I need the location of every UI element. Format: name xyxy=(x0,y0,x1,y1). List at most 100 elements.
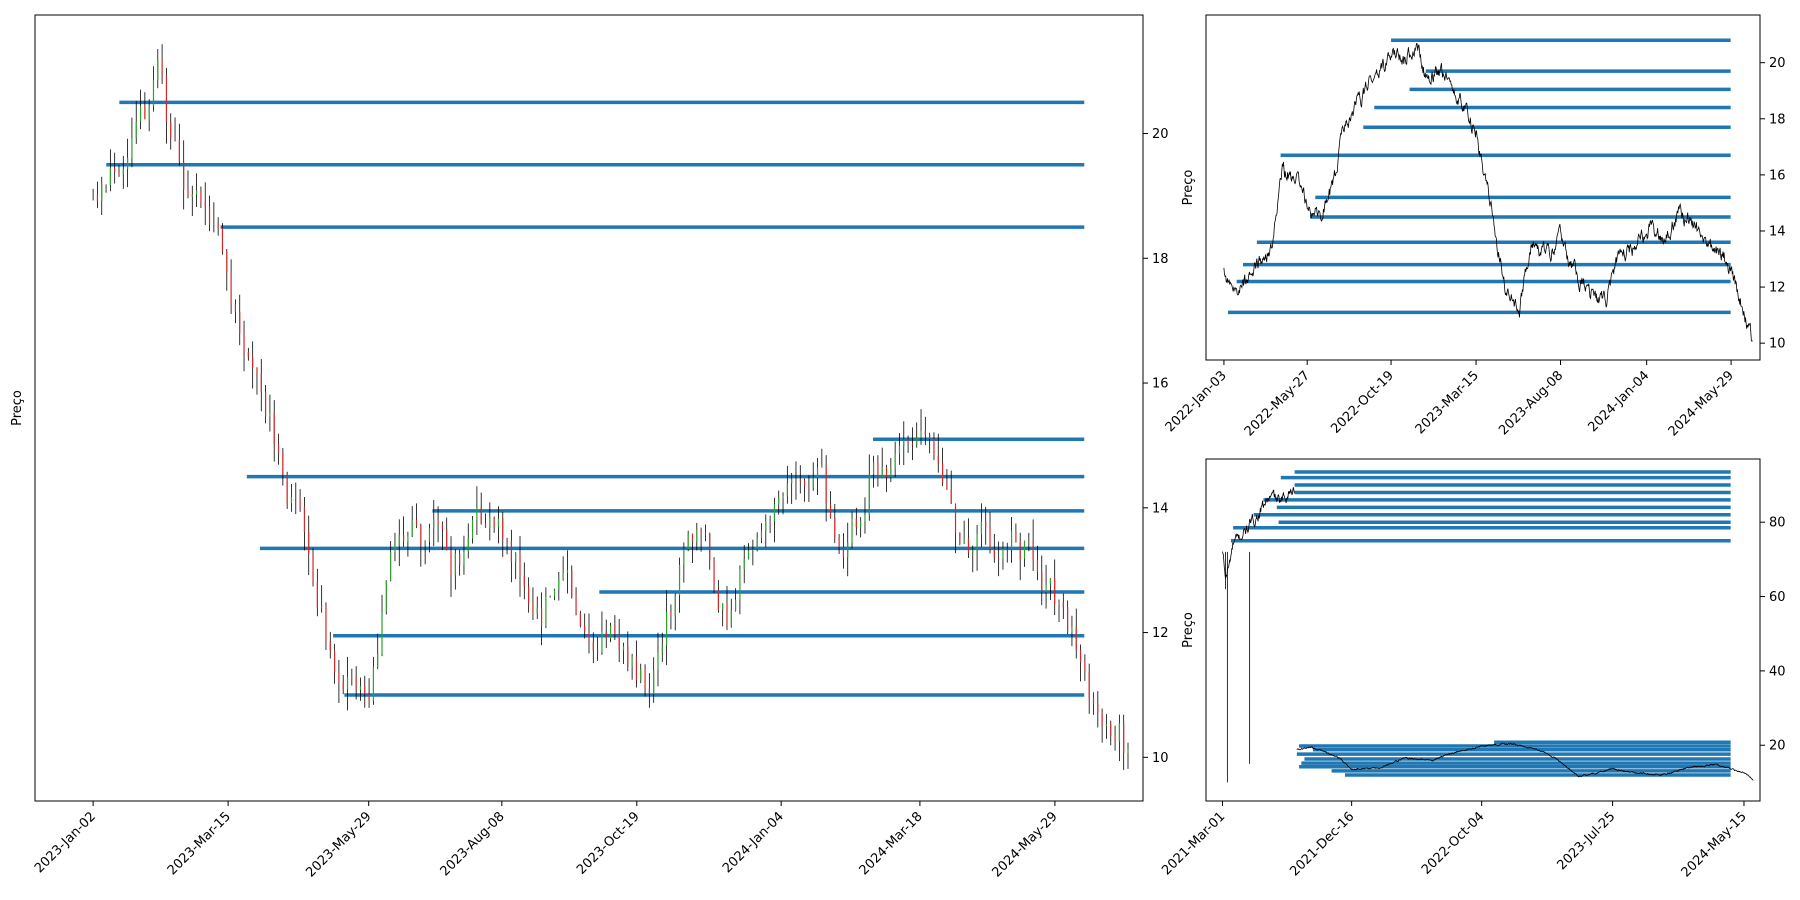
candle-body-191 xyxy=(916,437,918,445)
candle-body-134 xyxy=(670,611,672,617)
candle-body-159 xyxy=(778,497,780,505)
bottom-right-x-tick-label-3: 2023-Jul-25 xyxy=(1554,809,1618,873)
main-y-tick-label-5: 20 xyxy=(1152,127,1169,142)
candle-body-144 xyxy=(713,560,715,591)
candle-body-209 xyxy=(993,549,995,558)
candle-body-77 xyxy=(424,541,426,546)
candle-body-205 xyxy=(976,534,978,551)
candle-body-211 xyxy=(1002,548,1004,559)
candle-body-199 xyxy=(950,489,952,504)
candle-body-228 xyxy=(1075,627,1077,650)
candle-body-237 xyxy=(1114,735,1116,742)
candle-body-167 xyxy=(812,477,814,488)
main-x-tick-label-2: 2023-May-29 xyxy=(303,809,374,880)
candle-body-146 xyxy=(722,603,724,610)
candle-body-130 xyxy=(653,669,655,695)
candle-body-157 xyxy=(769,521,771,523)
candle-body-127 xyxy=(640,669,642,681)
candle-body-239 xyxy=(1123,723,1125,754)
candle-body-13 xyxy=(148,106,150,120)
candle-body-21 xyxy=(183,162,185,190)
top-right-y-tick-label-5: 20 xyxy=(1769,56,1786,71)
candle-body-203 xyxy=(967,538,970,553)
candle-body-42 xyxy=(273,413,275,445)
candle-body-31 xyxy=(226,251,228,273)
candle-body-109 xyxy=(562,572,564,579)
candle-body-15 xyxy=(157,60,159,80)
candle-body-67 xyxy=(381,612,383,655)
candle-body-57 xyxy=(338,672,340,682)
bottom-right-y-tick-label-2: 60 xyxy=(1769,590,1786,605)
candle-body-178 xyxy=(860,521,862,528)
candle-body-10 xyxy=(135,121,137,139)
candle-body-238 xyxy=(1118,723,1120,742)
candle-body-208 xyxy=(989,527,991,550)
candle-body-74 xyxy=(411,520,413,537)
bottom-right-x-tick-label-1: 2021-Dec-16 xyxy=(1287,809,1357,879)
bottom-right-axes-frame xyxy=(1205,458,1761,802)
top-right-x-tick-label-4: 2023-Aug-08 xyxy=(1496,368,1566,438)
candle-body-92 xyxy=(489,517,491,528)
candle-body-188 xyxy=(903,439,905,446)
candle-body-14 xyxy=(152,79,155,107)
candle-body-106 xyxy=(549,596,551,598)
candle-body-27 xyxy=(208,206,211,225)
candle-body-62 xyxy=(359,686,362,690)
top-right-y-tick-label-1: 12 xyxy=(1769,281,1786,296)
bottom-right-x-tick-label-2: 2022-Oct-04 xyxy=(1419,809,1487,877)
candle-body-122 xyxy=(618,634,620,651)
candle-body-89 xyxy=(476,507,478,520)
candle-body-19 xyxy=(174,137,176,140)
top-right-x-tick-label-6: 2024-May-29 xyxy=(1666,368,1737,439)
candle-body-22 xyxy=(187,189,189,197)
bottom-right-y-tick-label-0: 20 xyxy=(1769,739,1786,754)
candle-body-233 xyxy=(1097,703,1099,714)
candle-body-210 xyxy=(998,557,1000,559)
candle-body-23 xyxy=(191,194,193,197)
candle-body-234 xyxy=(1101,713,1103,727)
candle-body-151 xyxy=(743,558,745,570)
candle-body-111 xyxy=(571,570,573,597)
top-right-x-tick-label-1: 2022-May-27 xyxy=(1242,368,1313,439)
candle-body-176 xyxy=(851,518,853,543)
main-y-tick-label-1: 12 xyxy=(1152,626,1169,641)
candle-body-187 xyxy=(898,445,901,454)
candle-body-206 xyxy=(980,521,982,535)
candle-body-82 xyxy=(446,528,448,551)
candle-body-217 xyxy=(1028,540,1030,542)
candle-body-105 xyxy=(545,597,547,626)
candle-body-47 xyxy=(295,497,297,499)
candle-body-84 xyxy=(454,553,456,576)
candle-body-115 xyxy=(588,631,590,642)
candle-body-78 xyxy=(428,528,431,542)
candle-body-80 xyxy=(437,519,439,524)
candle-body-145 xyxy=(717,590,719,610)
candle-body-95 xyxy=(502,518,504,540)
candle-body-102 xyxy=(532,603,534,614)
candle-body-28 xyxy=(213,223,215,225)
candle-body-186 xyxy=(894,453,896,468)
main-x-tick-label-0: 2023-Jan-02 xyxy=(32,809,99,876)
top-right-plot xyxy=(1223,38,1753,343)
candle-body-149 xyxy=(735,599,737,611)
candle-body-117 xyxy=(597,650,599,652)
candle-body-0 xyxy=(92,194,94,196)
candle-body-119 xyxy=(605,631,607,639)
candle-body-200 xyxy=(954,503,957,533)
candle-body-207 xyxy=(985,521,987,528)
candle-body-165 xyxy=(804,480,806,487)
price-line-late xyxy=(1296,742,1754,781)
candle-body-212 xyxy=(1006,548,1008,550)
candle-body-51 xyxy=(312,553,314,582)
candle-body-63 xyxy=(364,686,366,695)
candle-body-2 xyxy=(101,184,103,201)
candle-body-152 xyxy=(747,550,750,559)
candle-body-58 xyxy=(342,681,344,690)
candle-body-35 xyxy=(243,333,245,353)
top-right-axes-frame xyxy=(1205,14,1761,361)
candle-body-141 xyxy=(700,529,702,534)
candle-body-232 xyxy=(1092,697,1095,704)
candle-body-123 xyxy=(622,646,625,651)
candle-body-53 xyxy=(321,605,323,608)
